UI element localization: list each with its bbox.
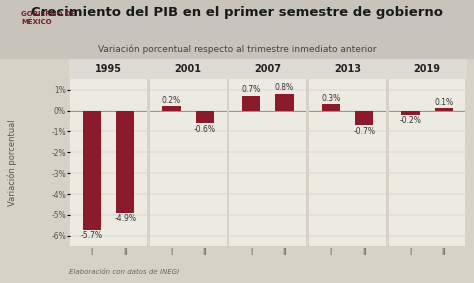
Text: Crecimiento del PIB en el primer semestre de gobierno: Crecimiento del PIB en el primer semestr… (31, 6, 443, 19)
Text: 0.7%: 0.7% (241, 85, 261, 94)
Text: Elaboración con datos de INEGI: Elaboración con datos de INEGI (69, 269, 179, 275)
Bar (355, 111, 374, 125)
Bar (242, 96, 260, 111)
Text: -5.7%: -5.7% (81, 231, 103, 240)
Bar (435, 108, 453, 111)
Text: 0.8%: 0.8% (275, 83, 294, 92)
Text: 0.3%: 0.3% (321, 94, 340, 103)
Bar (116, 111, 135, 213)
Text: 0.2%: 0.2% (162, 96, 181, 105)
Text: 2013: 2013 (334, 64, 361, 74)
Bar (401, 111, 419, 115)
Bar (196, 111, 214, 123)
Text: 2019: 2019 (414, 64, 440, 74)
Text: 1995: 1995 (95, 64, 122, 74)
Text: -0.2%: -0.2% (400, 116, 421, 125)
Text: -0.6%: -0.6% (194, 125, 216, 134)
Text: -4.9%: -4.9% (114, 215, 136, 224)
Text: GOBIERNO DE
MÉXICO: GOBIERNO DE MÉXICO (21, 11, 76, 25)
Text: Variación porcentual: Variación porcentual (7, 119, 17, 206)
Text: Variación porcentual respecto al trimestre inmediato anterior: Variación porcentual respecto al trimest… (98, 45, 376, 54)
Text: 2007: 2007 (255, 64, 281, 74)
Text: 0.1%: 0.1% (434, 98, 453, 107)
Bar (82, 111, 101, 230)
Bar (321, 104, 340, 111)
Bar (275, 94, 294, 111)
Text: -0.7%: -0.7% (353, 127, 375, 136)
Bar (162, 106, 181, 111)
Text: 2001: 2001 (175, 64, 201, 74)
